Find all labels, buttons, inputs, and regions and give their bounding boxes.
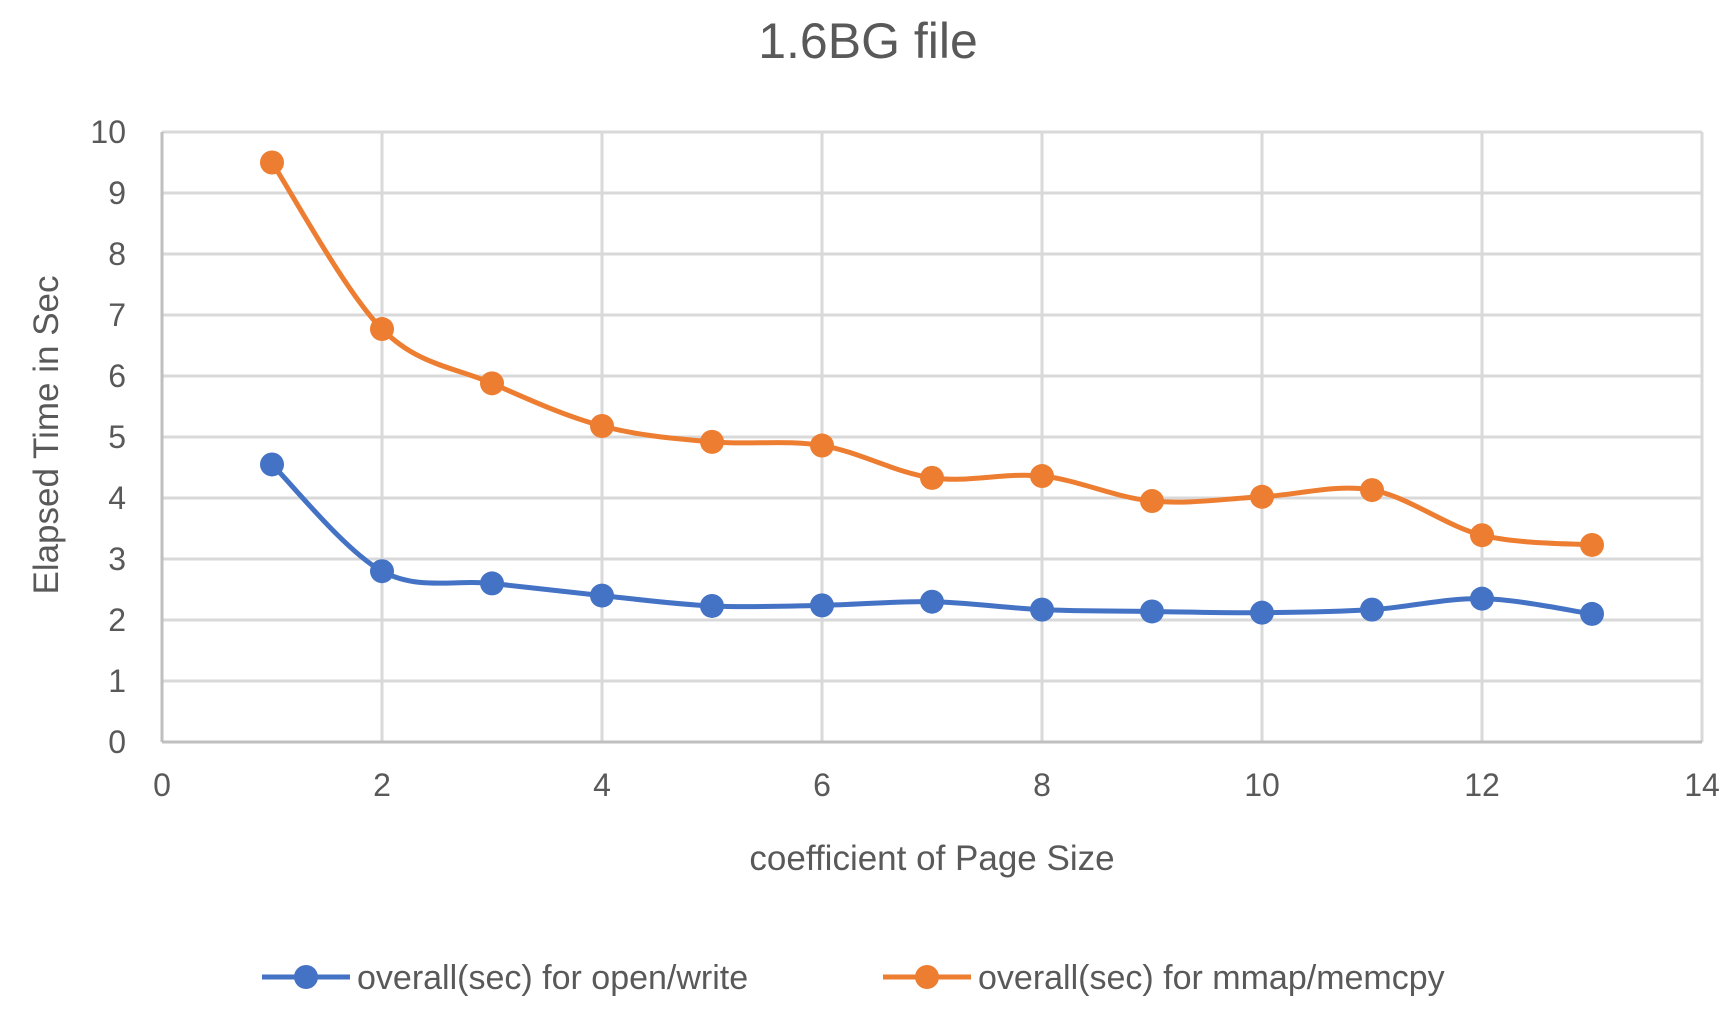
legend: overall(sec) for open/write overall(sec) … [262, 959, 1445, 997]
data-point [590, 414, 614, 439]
gridlines [160, 130, 1704, 744]
y-tick-label: 7 [108, 297, 126, 333]
y-tick-label: 5 [108, 419, 126, 455]
data-point [1030, 464, 1054, 489]
series-2 [260, 150, 1604, 557]
data-point [260, 452, 284, 477]
series-1 [260, 452, 1604, 626]
x-tick-label: 4 [593, 767, 611, 803]
x-tick-label: 2 [373, 767, 391, 803]
data-point [480, 371, 504, 396]
data-point [1360, 597, 1384, 622]
x-axis-label: coefficient of Page Size [749, 839, 1114, 878]
data-point [370, 559, 394, 584]
legend-item: overall(sec) for open/write [262, 959, 748, 997]
data-point [920, 465, 944, 490]
data-point [260, 150, 284, 175]
x-tick-label: 14 [1684, 767, 1720, 803]
y-tick-label: 10 [90, 114, 126, 150]
legend-marker [294, 965, 318, 989]
y-tick-label: 4 [108, 480, 126, 516]
y-tick-label: 6 [108, 358, 126, 394]
data-point [1470, 523, 1494, 548]
y-tick-label: 8 [108, 236, 126, 272]
data-point [1580, 532, 1604, 557]
legend-label: overall(sec) for open/write [357, 959, 748, 997]
y-tick-label: 0 [108, 724, 126, 760]
y-tick-label: 2 [108, 602, 126, 638]
data-point [590, 583, 614, 608]
x-tick-label: 8 [1033, 767, 1051, 803]
data-point [1360, 478, 1384, 503]
x-tick-label: 10 [1244, 767, 1280, 803]
data-point [920, 589, 944, 614]
data-point [700, 593, 724, 618]
y-tick-label: 1 [108, 663, 126, 699]
y-axis-label: Elapsed Time in Sec [27, 275, 66, 594]
data-point [700, 429, 724, 454]
legend-label: overall(sec) for mmap/memcpy [978, 959, 1445, 997]
data-point [1580, 601, 1604, 626]
y-tick-label: 3 [108, 541, 126, 577]
data-point [1250, 600, 1274, 625]
data-point [1140, 599, 1164, 624]
chart-title: 1.6BG file [758, 13, 978, 69]
x-tick-label: 12 [1464, 767, 1500, 803]
legend-marker [915, 965, 939, 989]
data-point [480, 571, 504, 596]
x-tick-label: 0 [153, 767, 171, 803]
data-point [1250, 484, 1274, 509]
data-point [1140, 489, 1164, 514]
x-tick-label: 6 [813, 767, 831, 803]
x-axis-ticks: 0 2 4 6 8 10 12 14 [153, 767, 1720, 803]
data-point [810, 433, 834, 458]
data-point [810, 593, 834, 618]
data-point [1470, 586, 1494, 611]
y-axis-ticks: 0 1 2 3 4 5 6 7 8 9 10 [90, 114, 126, 760]
series-layer [260, 150, 1604, 626]
legend-item: overall(sec) for mmap/memcpy [883, 959, 1445, 997]
y-tick-label: 9 [108, 175, 126, 211]
data-point [1030, 597, 1054, 622]
data-point [370, 317, 394, 342]
